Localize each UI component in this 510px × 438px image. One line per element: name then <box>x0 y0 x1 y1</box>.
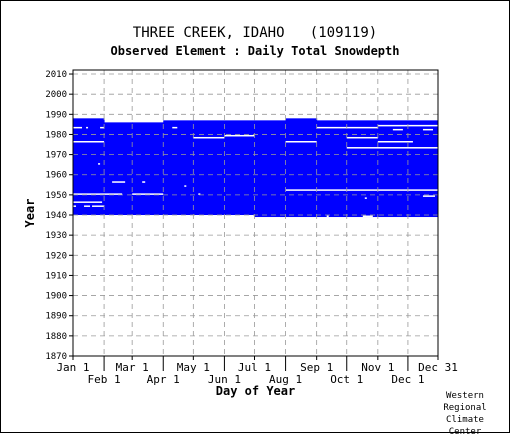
missing-data-gap <box>184 185 187 187</box>
x-tick-label: May 1 <box>177 361 210 374</box>
missing-data-gap <box>346 136 378 139</box>
gridlines <box>73 70 438 356</box>
missing-data-gap <box>198 193 201 195</box>
credit-line: Western <box>446 391 484 401</box>
y-tick-label: 1960 <box>45 171 67 181</box>
missing-data-gap <box>73 140 105 143</box>
coverage-block <box>285 118 318 218</box>
y-tick-label: 1980 <box>45 130 67 140</box>
credit-line: Climate <box>446 415 484 425</box>
missing-data-gap <box>86 126 89 129</box>
x-tick-label: Sep 1 <box>300 361 333 374</box>
missing-data-gap <box>326 215 329 218</box>
missing-data-gap <box>422 195 435 197</box>
wrcc-credit: Western Regional Climate Center <box>435 390 495 438</box>
coverage-block <box>163 120 194 216</box>
x-tick-label: Dec 31 <box>418 361 458 374</box>
y-tick-label: 1890 <box>45 312 67 322</box>
y-axis: 1870 1880 1890 1900 1910 1920 1930 1940 1950 1960… <box>45 70 73 362</box>
missing-data-gap <box>392 128 403 131</box>
y-tick-label: 1940 <box>45 211 67 221</box>
x-tick-label: Dec 1 <box>391 373 424 386</box>
missing-data-gap <box>92 205 105 207</box>
y-tick-label: 1900 <box>45 292 67 302</box>
missing-data-gap <box>364 197 367 199</box>
y-tick-label: 1910 <box>45 271 67 281</box>
y-axis-label: Year <box>23 199 37 228</box>
missing-data-gap <box>285 140 317 143</box>
x-tick-label: Oct 1 <box>330 373 363 386</box>
credit-line: Regional <box>443 403 487 413</box>
missing-data-gap <box>73 205 77 207</box>
missing-data-gap <box>142 181 146 183</box>
x-tick-label: Jul 1 <box>238 361 271 374</box>
x-tick-label: Jan 1 <box>56 361 89 374</box>
y-tick-label: 1870 <box>45 352 67 362</box>
missing-data-gap <box>316 126 378 129</box>
y-tick-label: 2010 <box>45 70 67 80</box>
coverage-block <box>316 120 379 218</box>
missing-data-gap <box>346 147 438 149</box>
chart-subtitle: Observed Element : Daily Total Snowdepth <box>110 44 400 58</box>
y-tick-label: 2000 <box>45 90 67 100</box>
y-tick-label: 1920 <box>45 251 67 261</box>
missing-data-gap <box>422 128 433 131</box>
missing-data-gap <box>100 126 105 129</box>
missing-data-gap <box>377 140 413 143</box>
coverage-block <box>132 122 164 216</box>
y-tick-label: 1950 <box>45 191 67 201</box>
missing-data-gap <box>112 181 126 183</box>
missing-data-gap <box>362 215 373 218</box>
missing-data-gap <box>98 163 101 165</box>
plot-border <box>72 69 439 357</box>
y-tick-label: 1990 <box>45 110 67 120</box>
x-tick-label: Apr 1 <box>147 373 180 386</box>
missing-data-gap <box>193 136 225 139</box>
x-tick-label: Feb 1 <box>88 373 121 386</box>
x-tick-label: Mar 1 <box>116 361 149 374</box>
credit-line: Center <box>448 427 482 437</box>
y-tick-label: 1880 <box>45 332 67 342</box>
missing-data-gap <box>84 205 91 207</box>
missing-data-gap <box>73 126 83 129</box>
x-tick-label: Jun 1 <box>208 373 241 386</box>
missing-data-gap <box>224 134 255 137</box>
coverage-block <box>73 118 105 216</box>
missing-data-gap <box>132 193 164 195</box>
plot-data-layer <box>73 118 439 218</box>
x-tick-label: Nov 1 <box>361 361 394 374</box>
coverage-block <box>104 122 133 216</box>
coverage-block <box>254 120 287 218</box>
chart-title: THREE CREEK, IDAHO (109119) <box>132 25 378 41</box>
missing-data-gap <box>285 189 438 191</box>
missing-data-gap <box>73 193 123 195</box>
missing-data-gap <box>73 201 103 203</box>
y-tick-label: 1930 <box>45 231 67 241</box>
x-tick-label: Aug 1 <box>269 373 302 386</box>
y-tick-label: 1970 <box>45 151 67 161</box>
x-axis-label: Day of Year <box>216 384 295 398</box>
missing-data-gap <box>172 126 178 129</box>
